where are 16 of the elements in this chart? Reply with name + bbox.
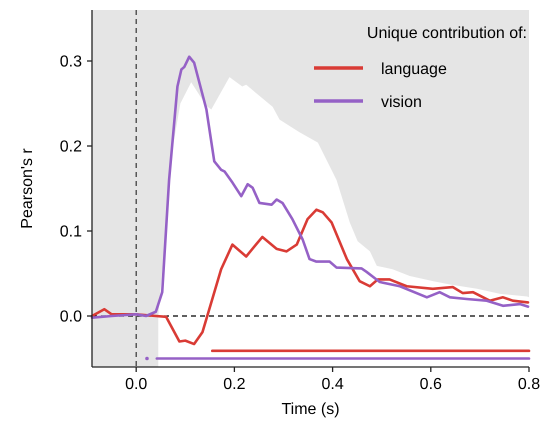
x-tick-label: 0.8 (518, 376, 540, 393)
line-series (90, 55, 530, 319)
legend-label: language (381, 61, 447, 78)
x-tick-label: 0.6 (420, 376, 442, 393)
x-tick-label: 0.4 (321, 376, 344, 393)
x-axis-title: Time (s) (281, 401, 340, 418)
y-axis-title: Pearson's r (19, 148, 36, 229)
legend-label: vision (381, 94, 422, 111)
y-tick-label: 0.0 (60, 308, 82, 326)
y-tick-label: 0.3 (60, 54, 82, 70)
legend-title: Unique contribution of: (366, 25, 527, 42)
x-tick-label: 0.2 (223, 376, 246, 393)
line-series (90, 208, 530, 346)
y-tick-label: 0.2 (60, 138, 82, 156)
y-tick-label: 0.1 (60, 224, 82, 240)
x-tick-label: 0.0 (125, 376, 148, 393)
